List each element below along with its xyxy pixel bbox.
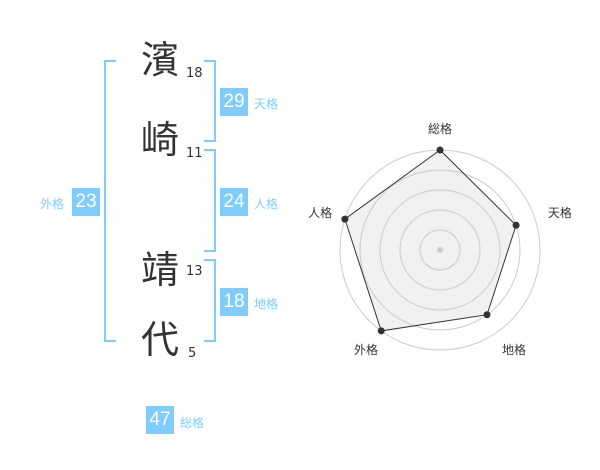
radar-ring xyxy=(399,209,481,291)
tenkaku-bracket xyxy=(204,60,216,142)
chikaku-label: 地格 xyxy=(254,297,279,311)
strokes-4: 5 xyxy=(188,346,197,361)
jinkaku-value: 24 xyxy=(220,188,248,216)
jinkaku-label: 人格 xyxy=(254,197,279,211)
gaikaku-label: 外格 xyxy=(40,197,65,211)
radar-axis-label: 総格 xyxy=(428,122,453,136)
name-char-1: 濱 xyxy=(140,38,179,82)
tenkaku-label: 天格 xyxy=(254,97,279,111)
radar-point xyxy=(341,215,349,223)
soukaku-label: 総格 xyxy=(180,416,205,430)
name-char-3: 靖 xyxy=(140,248,179,292)
strokes-3: 13 xyxy=(186,264,203,279)
radar-point xyxy=(377,327,385,335)
radar-area xyxy=(344,149,517,332)
radar-axis-label: 外格 xyxy=(353,342,378,357)
radar-axis-label: 天格 xyxy=(547,206,572,221)
strokes-1: 18 xyxy=(186,66,203,81)
radar-point xyxy=(483,311,491,319)
name-char-2: 崎 xyxy=(140,118,179,162)
radar-point xyxy=(512,221,520,229)
radar-ring xyxy=(359,169,521,331)
radar-axis-label: 人格 xyxy=(308,206,333,221)
chikaku-value: 18 xyxy=(220,288,248,316)
jinkaku-bracket xyxy=(204,149,216,252)
strokes-2: 11 xyxy=(186,146,203,161)
radar-center xyxy=(437,247,443,253)
radar-ring xyxy=(379,189,501,311)
gaikaku-bracket xyxy=(104,60,116,342)
soukaku-value: 47 xyxy=(146,406,174,434)
name-char-4: 代 xyxy=(140,318,179,362)
gaikaku-value: 23 xyxy=(72,188,100,216)
radar-axis-label: 地格 xyxy=(502,342,527,357)
tenkaku-value: 29 xyxy=(220,88,248,116)
radar-ring xyxy=(419,229,461,271)
chikaku-bracket xyxy=(204,259,216,342)
radar-point xyxy=(436,146,444,154)
